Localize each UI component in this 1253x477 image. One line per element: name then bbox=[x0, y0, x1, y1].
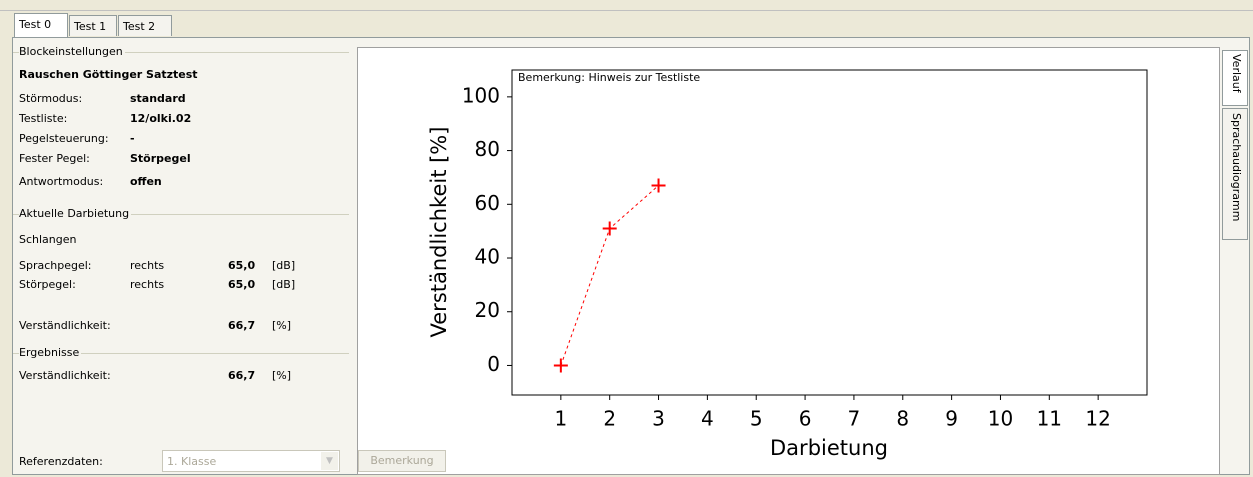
button[interactable]: Bemerkung bbox=[358, 450, 446, 472]
side-tab[interactable]: Sprachaudiogramm bbox=[1222, 108, 1248, 240]
y-axis-label: Verständlichkeit [%] bbox=[427, 127, 451, 338]
label: Antwortmodus: bbox=[19, 175, 104, 188]
annotation: Bemerkung: Hinweis zur Testliste bbox=[518, 71, 700, 84]
value: offen bbox=[130, 175, 162, 188]
y-tick-label: 80 bbox=[475, 137, 500, 161]
label: Pegelsteuerung: bbox=[19, 132, 109, 145]
data-line bbox=[560, 185, 659, 366]
label: Verständlichkeit: bbox=[19, 319, 111, 332]
value: - bbox=[130, 132, 135, 145]
label: Sprachpegel: bbox=[19, 259, 92, 272]
combo-box[interactable]: 1. Klasse ▼ bbox=[162, 450, 340, 472]
x-tick-label: 10 bbox=[988, 407, 1013, 431]
value: 66,7 bbox=[228, 369, 256, 382]
x-axis-label: Darbietung bbox=[770, 436, 888, 460]
group-title: Aktuelle Darbietung bbox=[19, 207, 132, 220]
tab[interactable]: Test 0 bbox=[14, 13, 68, 37]
label: Referenzdaten: bbox=[19, 455, 103, 468]
test-name: Rauschen Göttinger Satztest bbox=[19, 68, 198, 81]
unit: [%] bbox=[272, 319, 292, 332]
x-tick-label: 11 bbox=[1037, 407, 1062, 431]
label: Fester Pegel: bbox=[19, 152, 90, 165]
x-tick-label: 3 bbox=[652, 407, 665, 431]
side-tab-label: Verlauf bbox=[1230, 54, 1243, 93]
label: Störpegel: bbox=[19, 278, 76, 291]
x-tick-label: 9 bbox=[945, 407, 958, 431]
x-tick-label: 5 bbox=[750, 407, 763, 431]
x-tick-label: 6 bbox=[799, 407, 812, 431]
y-tick-label: 40 bbox=[475, 245, 500, 269]
value: 65,0 bbox=[228, 259, 256, 272]
y-tick-label: 100 bbox=[462, 83, 500, 107]
y-tick-label: 0 bbox=[487, 352, 500, 376]
value: 12/olki.02 bbox=[130, 112, 192, 125]
combo-arrow[interactable]: ▼ bbox=[321, 452, 338, 470]
x-tick-label: 4 bbox=[701, 407, 714, 431]
data-point bbox=[651, 178, 666, 193]
side-tab[interactable]: Verlauf bbox=[1222, 50, 1248, 106]
x-tick-label: 7 bbox=[848, 407, 861, 431]
group-line bbox=[13, 353, 349, 354]
label: Störmodus: bbox=[19, 92, 83, 105]
group-title: Ergebnisse bbox=[19, 346, 82, 359]
y-tick-label: 20 bbox=[475, 298, 500, 322]
label: Testliste: bbox=[19, 112, 68, 125]
x-tick-label: 1 bbox=[554, 407, 567, 431]
tab[interactable]: Test 1 bbox=[69, 15, 117, 36]
side: rechts bbox=[130, 278, 165, 291]
combo-value: 1. Klasse bbox=[167, 455, 217, 468]
x-tick-label: 8 bbox=[896, 407, 909, 431]
group-line bbox=[13, 52, 349, 53]
group-line bbox=[13, 214, 349, 215]
unit: [%] bbox=[272, 369, 292, 382]
unit: [dB] bbox=[272, 259, 296, 272]
side-tab-label: Sprachaudiogramm bbox=[1230, 113, 1243, 222]
x-tick-label: 12 bbox=[1085, 407, 1110, 431]
chart-panel bbox=[357, 47, 1220, 475]
label: Verständlichkeit: bbox=[19, 369, 111, 382]
group-title: Blockeinstellungen bbox=[19, 45, 125, 58]
plot-frame bbox=[511, 69, 1148, 396]
divider bbox=[0, 10, 1253, 11]
value: Störpegel bbox=[130, 152, 191, 165]
data-point bbox=[553, 358, 568, 373]
data-point bbox=[602, 221, 617, 236]
unit: [dB] bbox=[272, 278, 296, 291]
tab[interactable]: Test 2 bbox=[118, 15, 172, 36]
side: rechts bbox=[130, 259, 165, 272]
value: 66,7 bbox=[228, 319, 256, 332]
noise-name: Schlangen bbox=[19, 233, 77, 246]
value: standard bbox=[130, 92, 186, 105]
x-tick-label: 2 bbox=[603, 407, 616, 431]
y-tick-label: 60 bbox=[475, 191, 500, 215]
value: 65,0 bbox=[228, 278, 256, 291]
